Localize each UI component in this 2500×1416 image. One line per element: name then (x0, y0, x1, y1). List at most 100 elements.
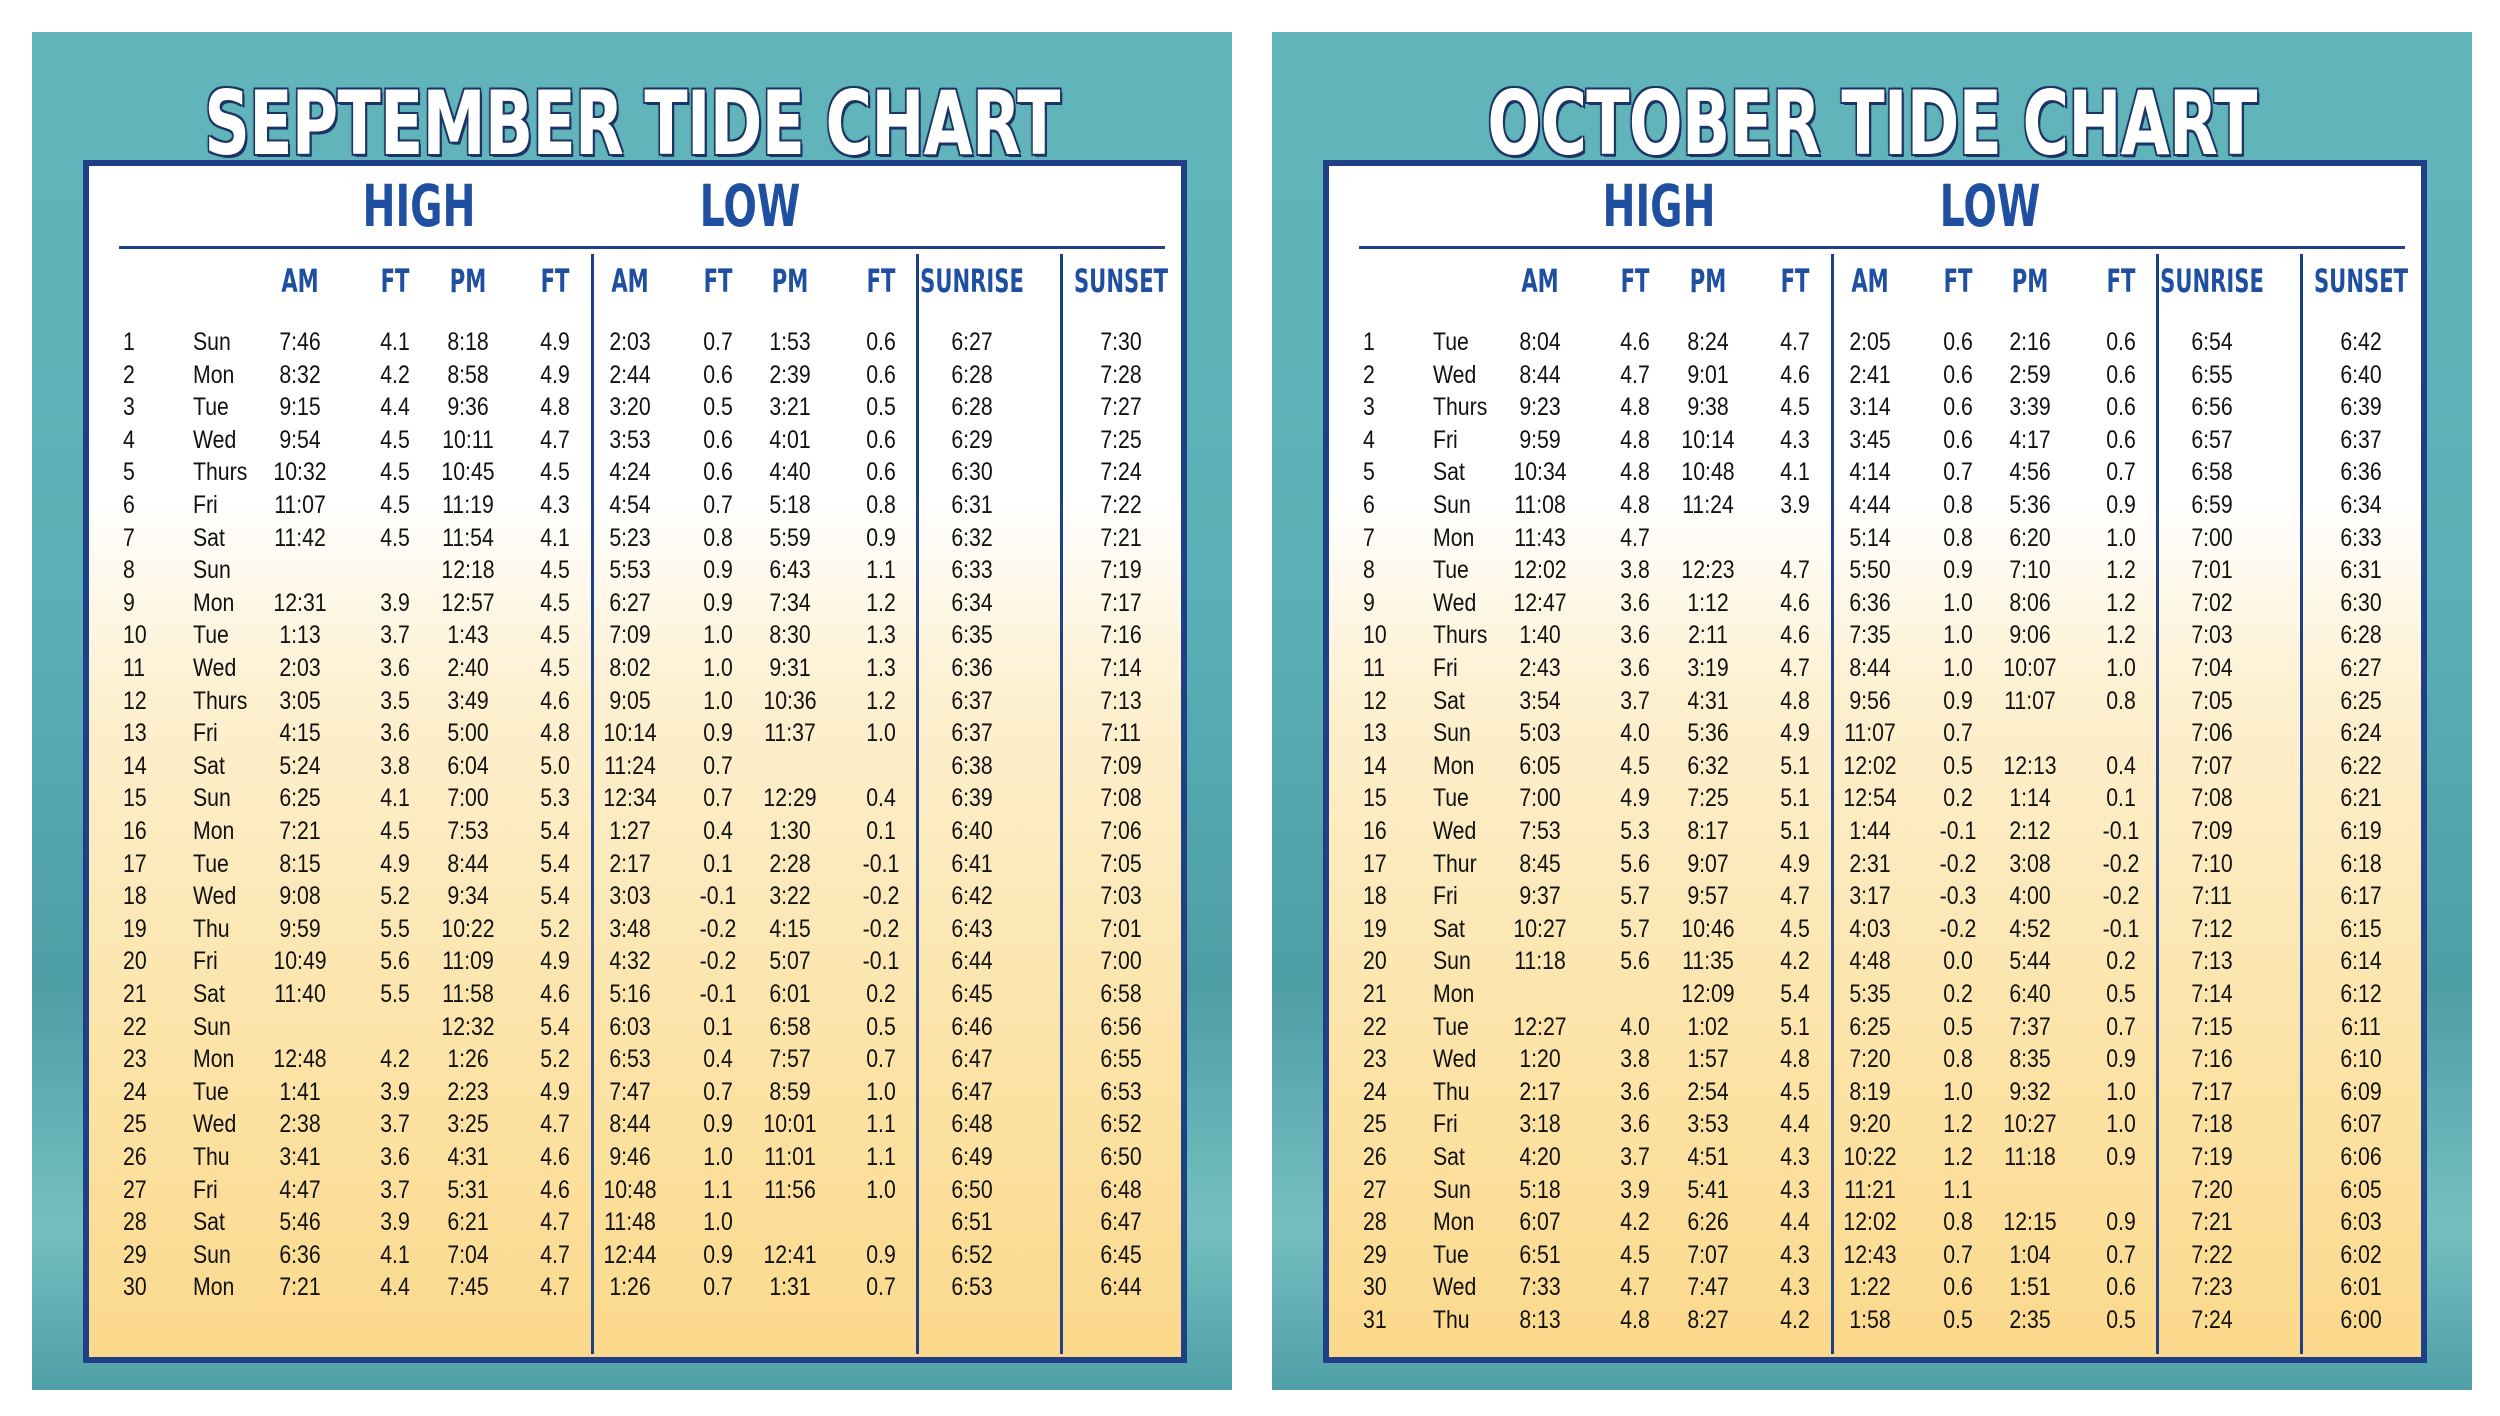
tide-cell: 5:14 (1849, 523, 1891, 552)
tide-cell: 1.0 (2106, 654, 2136, 682)
tide-cell: 4.6 (540, 1143, 570, 1171)
tide-cell: 6:36 (951, 654, 993, 682)
panel-title: SEPTEMBER TIDE CHART (204, 72, 1060, 175)
weekday-cell: Wed (193, 654, 237, 682)
tide-cell: 12:54 (1843, 784, 1897, 813)
column-header: AM (611, 262, 649, 300)
day-cell: 25 (123, 1110, 147, 1139)
tide-cell: 0.2 (866, 980, 896, 1008)
weekday-cell: Mon (1433, 523, 1475, 552)
tide-cell: 4.8 (1620, 491, 1650, 519)
weekday-cell: Mon (193, 588, 235, 617)
tide-cell: 11:58 (442, 980, 494, 1008)
tide-cell: 0.9 (866, 1240, 896, 1269)
tide-cell: -0.2 (1939, 914, 1977, 943)
group-header: HIGH (1602, 172, 1716, 240)
tide-cell: 11:48 (604, 1208, 656, 1237)
tide-cell: 6:41 (951, 849, 993, 878)
tide-cell: 6:12 (2340, 980, 2382, 1008)
tide-cell: 4.1 (540, 523, 570, 552)
tide-cell: 6:54 (2191, 328, 2233, 356)
tide-cell: 6:37 (2340, 425, 2382, 454)
tide-cell: 3:54 (1519, 686, 1561, 715)
tide-cell: 1.0 (703, 1208, 733, 1237)
tide-cell: 8:17 (1687, 817, 1729, 845)
tide-cell: 1.0 (1943, 654, 1973, 682)
tide-cell: 12:02 (1513, 556, 1567, 585)
tide-cell: 2:43 (1519, 654, 1561, 682)
day-cell: 3 (123, 393, 135, 422)
tide-cell: 7:13 (1100, 686, 1142, 715)
tide-cell: 4.3 (1780, 425, 1810, 454)
tide-cell: 12:27 (1513, 1012, 1567, 1041)
tide-cell: 6:01 (2340, 1273, 2382, 1302)
tide-cell: 4.9 (380, 849, 410, 878)
tide-cell: 7:45 (447, 1273, 489, 1302)
tide-cell: 6:14 (2340, 947, 2382, 976)
tide-cell: 5.0 (540, 751, 570, 780)
weekday-cell: Fri (193, 1175, 218, 1204)
tide-cell: 5.4 (540, 817, 570, 845)
weekday-cell: Fri (1433, 425, 1458, 454)
tide-cell: 2:03 (279, 654, 321, 682)
tide-cell: 4.9 (1780, 849, 1810, 878)
tide-cell: 4.1 (380, 784, 410, 813)
tide-cell: 1.0 (703, 1143, 733, 1171)
tide-cell: 4.5 (380, 425, 410, 454)
tide-cell: 6:38 (951, 751, 993, 780)
tide-cell: 1.0 (1943, 621, 1973, 650)
weekday-cell: Fri (193, 491, 218, 519)
tide-cell: 7:13 (2191, 947, 2233, 976)
tide-cell: 1.2 (866, 686, 896, 715)
tide-cell: 0.1 (2106, 784, 2136, 813)
tide-cell: 8:19 (1849, 1077, 1891, 1106)
tide-cell: 7:02 (2191, 588, 2233, 617)
tide-cell: 6:07 (1519, 1208, 1561, 1237)
tide-cell: 6:05 (1519, 751, 1561, 780)
tide-cell: 2:05 (1849, 328, 1891, 356)
tide-cell: 4.7 (540, 1240, 570, 1269)
column-divider (2156, 254, 2159, 1354)
tide-cell: 4.0 (1620, 1012, 1650, 1041)
tide-cell: 4.6 (1780, 621, 1810, 650)
tide-cell: 4.7 (1620, 523, 1650, 552)
weekday-cell: Thu (193, 914, 230, 943)
tide-cell: 5.5 (380, 980, 410, 1008)
tide-cell: 1.1 (703, 1175, 733, 1204)
tide-cell: 10:48 (1681, 458, 1735, 487)
day-cell: 9 (1363, 588, 1375, 617)
weekday-cell: Sun (193, 784, 231, 813)
day-cell: 2 (1363, 360, 1375, 389)
tide-cell: 6:53 (609, 1045, 651, 1074)
tide-cell: 0.9 (1943, 686, 1973, 715)
weekday-cell: Mon (193, 1045, 235, 1074)
tide-cell: 7:14 (2191, 980, 2233, 1008)
tide-cell: 6:21 (2340, 784, 2382, 813)
day-cell: 18 (123, 882, 147, 911)
tide-cell: 4.7 (540, 425, 570, 454)
day-cell: 5 (1363, 458, 1375, 487)
tide-cell: 0.2 (1943, 980, 1973, 1008)
weekday-cell: Wed (1433, 1273, 1477, 1302)
tide-cell: 7:01 (1100, 914, 1142, 943)
tide-cell: 11:08 (1514, 491, 1566, 519)
tide-cell: 4.3 (1780, 1240, 1810, 1269)
tide-cell: 0.7 (703, 1077, 733, 1106)
weekday-cell: Sun (1433, 947, 1471, 976)
day-cell: 30 (123, 1273, 147, 1302)
tide-cell: 7:04 (2191, 654, 2233, 682)
tide-cell: 4.4 (1780, 1110, 1810, 1139)
tide-cell: 3.6 (380, 1143, 410, 1171)
tide-cell: 10:07 (2003, 654, 2057, 682)
tide-cell: 6:11 (2341, 1012, 2381, 1041)
tide-cell: 3:21 (769, 393, 811, 422)
tide-cell: 6:03 (609, 1012, 651, 1041)
weekday-cell: Sat (193, 751, 225, 780)
column-header: FT (1780, 262, 1810, 300)
tide-cell: 3.7 (380, 1175, 410, 1204)
tide-cell: 4:03 (1849, 914, 1891, 943)
tide-cell: 0.7 (1943, 719, 1973, 748)
tide-cell: 7:14 (1100, 654, 1142, 682)
tide-cell: 4.5 (380, 458, 410, 487)
tide-cell: 6:26 (1687, 1208, 1729, 1237)
